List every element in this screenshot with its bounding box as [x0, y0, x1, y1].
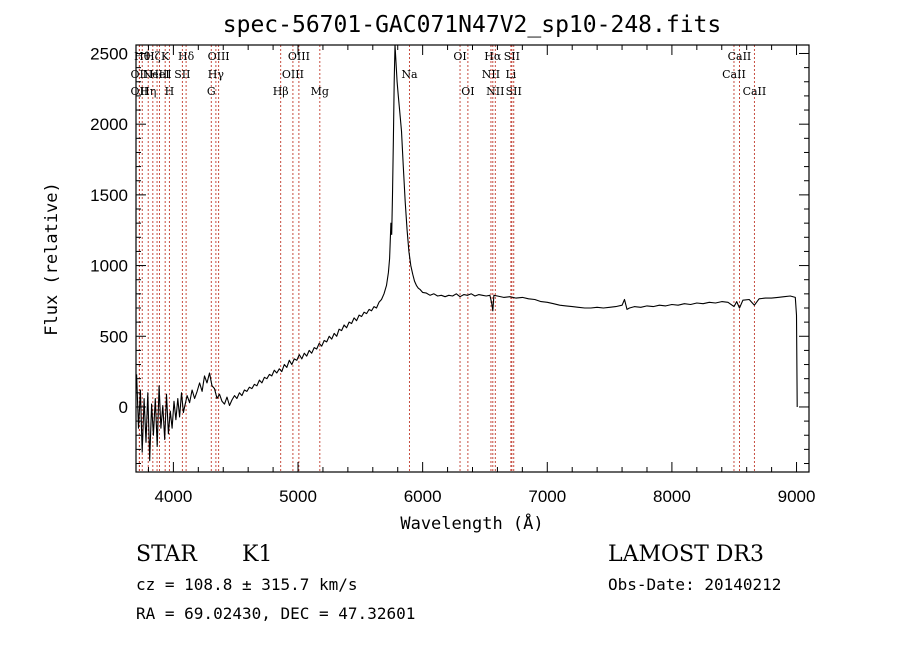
- obs-date: Obs-Date: 20140212: [608, 575, 781, 594]
- marker-label-1: OII: [131, 85, 149, 98]
- marker-label-20: OI: [461, 85, 474, 98]
- marker-label-15: OIII: [282, 68, 304, 81]
- x-axis-label: Wavelength (Å): [400, 512, 543, 534]
- y-tick-label-3: 1500: [90, 186, 128, 205]
- x-tick-label-1: 5000: [279, 487, 317, 506]
- marker-label-26: SII: [506, 85, 522, 98]
- x-tick-label-4: 8000: [653, 487, 691, 506]
- marker-label-23: NII: [486, 85, 504, 98]
- chart-title: spec-56701-GAC071N47V2_sp10-248.fits: [223, 12, 722, 38]
- marker-label-28: CaII: [728, 50, 752, 63]
- plot-frame: [135, 44, 810, 473]
- marker-label-17: Mg: [311, 85, 329, 98]
- y-tick-label-4: 2000: [90, 115, 128, 134]
- marker-label-11: G: [207, 85, 216, 98]
- x-tick-label-5: 9000: [778, 487, 816, 506]
- marker-label-7: K: [161, 50, 170, 63]
- marker-labels: OIIOIIHθHηHζNeIIIHeIKHSIIHδGHγOIIIHβOIII…: [131, 50, 767, 98]
- x-tick-label-2: 6000: [404, 487, 442, 506]
- marker-label-21: NII: [482, 68, 500, 81]
- ra-dec: RA = 69.02430, DEC = 47.32601: [136, 604, 415, 623]
- y-axis-label: Flux (relative): [42, 182, 62, 336]
- marker-label-16: OIII: [288, 50, 310, 63]
- y-tick-label-5: 2500: [90, 44, 128, 63]
- marker-label-18: Na: [401, 68, 418, 81]
- marker-label-8: H: [165, 85, 175, 98]
- marker-label-5: NeIII: [142, 68, 171, 81]
- marker-label-12: Hγ: [208, 68, 225, 81]
- marker-label-19: OI: [453, 50, 466, 63]
- marker-label-13: OIII: [208, 50, 230, 63]
- object-class: STAR: [136, 542, 198, 567]
- marker-label-10: Hδ: [178, 50, 195, 63]
- marker-label-3: Hη: [140, 85, 156, 98]
- x-tick-label-0: 4000: [154, 487, 192, 506]
- spectrum-series: [136, 44, 798, 462]
- survey-name: LAMOST DR3: [608, 542, 764, 567]
- marker-label-6: HeI: [149, 68, 169, 81]
- marker-label-14: Hβ: [273, 85, 289, 98]
- object-subclass: K1: [242, 542, 272, 567]
- marker-label-0: OII: [131, 68, 149, 81]
- x-tick-label-3: 7000: [528, 487, 566, 506]
- y-tick-label-2: 1000: [90, 257, 128, 276]
- marker-label-4: Hζ: [145, 50, 161, 63]
- marker-lines: [138, 45, 755, 472]
- marker-label-29: CaII: [743, 85, 767, 98]
- y-tick-label-0: 0: [119, 398, 128, 417]
- marker-label-25: SII: [504, 50, 520, 63]
- spectrum-line: [136, 44, 798, 462]
- marker-label-9: SII: [174, 68, 190, 81]
- marker-label-24: Li: [505, 68, 516, 81]
- y-tick-label-1: 500: [100, 327, 128, 346]
- marker-label-22: Hα: [484, 50, 502, 63]
- axis-ticks: 4000 5000 6000 7000 8000 9000 0 500 1000 1500 2000…: [90, 44, 815, 506]
- redshift-text: cz = 108.8 ± 315.7 km/s: [136, 575, 358, 594]
- marker-label-27: CaII: [722, 68, 746, 81]
